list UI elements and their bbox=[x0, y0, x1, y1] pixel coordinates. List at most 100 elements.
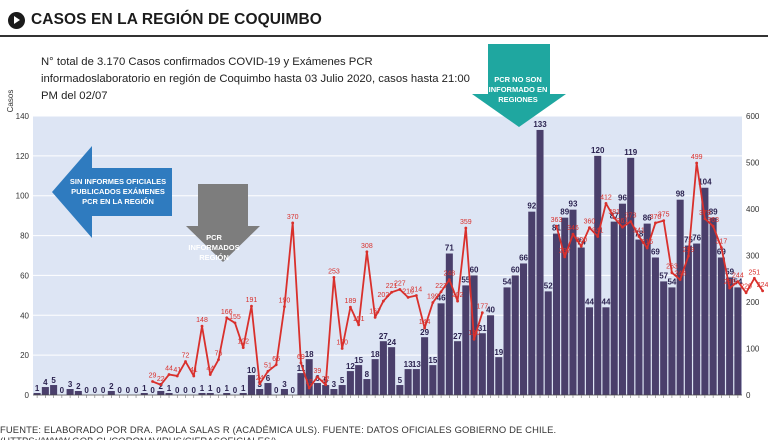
line-data-label: 214 bbox=[411, 286, 423, 293]
bar-data-label: 0 bbox=[84, 386, 89, 395]
line-point bbox=[217, 358, 220, 362]
bar-data-label: 15 bbox=[354, 356, 363, 365]
bar-data-label: 74 bbox=[577, 238, 586, 247]
bar-data-label: 19 bbox=[494, 348, 503, 357]
bar bbox=[264, 383, 272, 395]
line-point bbox=[406, 295, 410, 299]
line-point bbox=[381, 299, 385, 303]
bar bbox=[561, 217, 569, 395]
line-data-label: 189 bbox=[345, 298, 357, 305]
line-data-label: 22 bbox=[157, 376, 165, 383]
bar bbox=[239, 393, 247, 395]
line-point bbox=[316, 375, 319, 379]
bar bbox=[404, 369, 412, 395]
bar-data-label: 1 bbox=[200, 384, 205, 393]
y-tick-label: 20 bbox=[20, 351, 29, 360]
line-data-label: 51 bbox=[264, 362, 272, 369]
bar-data-label: 0 bbox=[216, 386, 221, 395]
line-point bbox=[654, 221, 657, 225]
bar bbox=[726, 277, 734, 395]
chart-subtitle: N° total de 3.170 Casos confirmados COVI… bbox=[41, 56, 470, 102]
line-data-label: 44 bbox=[206, 366, 214, 373]
bar-data-label: 5 bbox=[51, 376, 56, 385]
line-point bbox=[472, 337, 476, 341]
axes: 0204060801001201400100200300400500600Cas… bbox=[6, 90, 760, 400]
line-data-label: 191 bbox=[246, 297, 258, 304]
line-data-label: 120 bbox=[468, 330, 480, 337]
line-data-label: 151 bbox=[353, 316, 365, 323]
line-data-label: 317 bbox=[716, 239, 728, 246]
line-data-label: 230 bbox=[724, 279, 736, 286]
bar-data-label: 46 bbox=[437, 293, 446, 302]
line-point bbox=[192, 374, 196, 378]
line-data-label: 102 bbox=[237, 339, 249, 346]
bar-data-label: 60 bbox=[470, 265, 479, 274]
bar-data-label: 0 bbox=[117, 386, 122, 395]
line-data-label: 499 bbox=[691, 154, 703, 161]
bar bbox=[388, 347, 396, 395]
bar-data-label: 2 bbox=[109, 382, 114, 391]
y-tick-label: 100 bbox=[16, 192, 30, 201]
line-point bbox=[719, 246, 723, 249]
bar-data-label: 0 bbox=[126, 386, 131, 395]
bar-data-label: 3 bbox=[282, 380, 287, 389]
bar-data-label: 78 bbox=[634, 230, 643, 239]
line-point bbox=[299, 361, 303, 365]
line-point bbox=[571, 232, 575, 236]
line-data-label: 72 bbox=[182, 353, 190, 360]
bar-data-label: 92 bbox=[527, 202, 536, 211]
pcr-informados-arrow bbox=[186, 184, 260, 262]
line-data-label: 167 bbox=[369, 308, 381, 315]
left-arrow-label: PCR EN LA REGIÓN bbox=[82, 197, 154, 206]
bar-data-label: 0 bbox=[274, 386, 279, 395]
line-data-label: 29 bbox=[149, 373, 157, 380]
bar-data-label: 0 bbox=[192, 386, 197, 395]
bar-data-label: 0 bbox=[101, 386, 106, 395]
pcr-no-informado-arrow-label: INFORMADO EN bbox=[489, 85, 548, 94]
bar bbox=[223, 393, 231, 395]
line-data-label: 375 bbox=[658, 212, 670, 219]
bar bbox=[660, 281, 668, 395]
line-data-label: 346 bbox=[567, 225, 579, 232]
bar bbox=[297, 373, 305, 395]
bar bbox=[247, 375, 255, 395]
bar bbox=[371, 359, 379, 395]
bar bbox=[528, 211, 536, 395]
bar-data-label: 18 bbox=[305, 350, 314, 359]
bar-data-label: 1 bbox=[35, 384, 40, 393]
line-data-label: 253 bbox=[328, 268, 340, 275]
line-point bbox=[736, 280, 740, 283]
bar-data-label: 31 bbox=[478, 324, 487, 333]
bar-data-label: 13 bbox=[412, 360, 421, 369]
line-point bbox=[439, 290, 443, 294]
bar bbox=[157, 391, 165, 395]
bar-data-label: 0 bbox=[183, 386, 188, 395]
y-tick-label: 80 bbox=[20, 232, 29, 241]
line-data-label: 316 bbox=[641, 239, 653, 246]
line-data-label: 248 bbox=[674, 271, 686, 278]
line-data-label: 360 bbox=[584, 219, 596, 226]
line-point bbox=[175, 374, 179, 378]
bar bbox=[338, 385, 346, 395]
bar bbox=[198, 393, 206, 395]
bar bbox=[33, 393, 41, 395]
bar bbox=[651, 257, 659, 395]
pcr-informados-arrow-label: PCR bbox=[206, 233, 222, 242]
line-point bbox=[159, 383, 163, 387]
bar-data-label: 104 bbox=[698, 178, 712, 187]
bar bbox=[610, 221, 618, 395]
bar bbox=[520, 263, 528, 395]
line-point bbox=[645, 246, 649, 250]
bar-data-label: 15 bbox=[428, 356, 437, 365]
line-point bbox=[752, 276, 756, 280]
bar bbox=[107, 391, 115, 395]
bar-data-label: 86 bbox=[643, 214, 652, 223]
line-data-label: 363 bbox=[551, 217, 563, 224]
bar bbox=[379, 341, 387, 395]
bar bbox=[50, 385, 58, 395]
bar bbox=[429, 365, 437, 395]
line-data-label: 220 bbox=[740, 284, 752, 291]
bar bbox=[717, 257, 725, 395]
bar bbox=[206, 393, 214, 395]
